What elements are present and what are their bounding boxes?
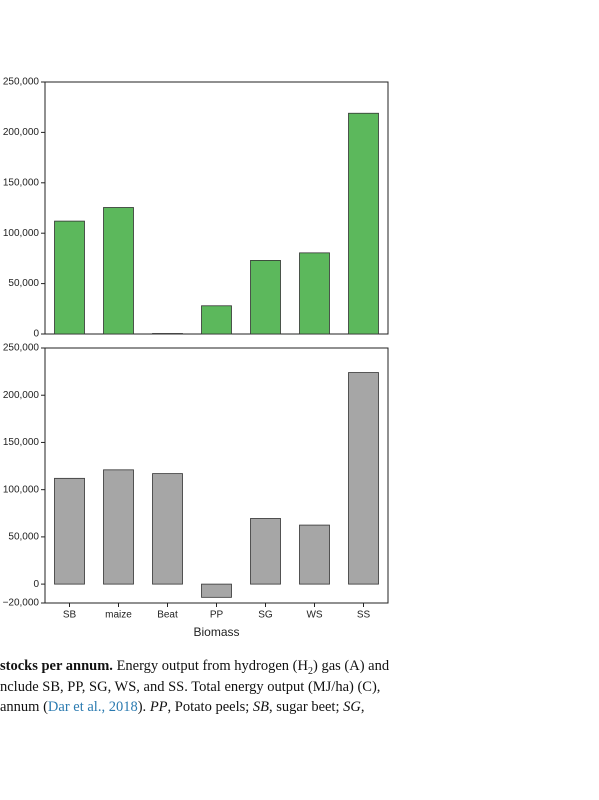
y-tick-label: −20,000: [3, 598, 40, 609]
bar: [250, 260, 281, 335]
caption-text[interactable]: Dar et al., 2018: [47, 699, 138, 715]
bar: [54, 220, 85, 335]
y-tick-label: 100,000: [3, 228, 40, 239]
caption-text: , sugar beet;: [269, 699, 344, 715]
bar: [152, 473, 183, 585]
y-tick-label: 0: [33, 329, 39, 340]
bar: [348, 112, 379, 335]
figure: 0 50,000 100,000 150,000 200,000 250,000 −20,0…: [3, 77, 389, 639]
bar: [250, 518, 281, 585]
caption-text: nclude SB, PP, SG, WS, and SS. Total ene…: [0, 678, 381, 695]
y-tick-label: 100,000: [3, 484, 40, 495]
y-tick-label: 250,000: [3, 77, 40, 88]
caption-text: SB: [252, 699, 270, 715]
caption-text: stocks per annum.: [0, 658, 113, 674]
bar: [103, 469, 134, 585]
y-tick-label: 250,000: [3, 343, 40, 354]
y-tick-label: 150,000: [3, 177, 40, 188]
x-tick-label: maize: [105, 610, 132, 621]
caption-text: ,: [360, 699, 365, 715]
caption: stocks per annum. Energy output from hyd…: [0, 656, 599, 718]
bar: [299, 524, 330, 585]
caption-text: Energy output from hydrogen (H: [112, 658, 308, 674]
x-tick-label: SB: [63, 610, 77, 621]
bar: [152, 333, 183, 335]
caption-text: ).: [137, 699, 150, 715]
x-tick-label: Beat: [157, 610, 178, 621]
x-tick-label: PP: [210, 610, 224, 621]
caption-line: nclude SB, PP, SG, WS, and SS. Total ene…: [0, 677, 599, 698]
y-tick-label: 200,000: [3, 390, 40, 401]
caption-text: , Potato peels;: [167, 699, 253, 715]
y-tick-label: 200,000: [3, 127, 40, 138]
bar: [201, 583, 232, 598]
x-tick-label: SS: [357, 610, 371, 621]
bar: [201, 305, 232, 335]
bar: [103, 207, 134, 335]
bar: [348, 372, 379, 585]
x-axis-label: Biomass: [193, 625, 239, 639]
bar: [299, 252, 330, 335]
y-tick-label: 50,000: [8, 278, 39, 289]
y-tick-label: 150,000: [3, 437, 40, 448]
caption-text: ) gas (A) and: [312, 658, 390, 674]
plot-frame: [44, 81, 389, 335]
x-tick-label: WS: [306, 610, 322, 621]
caption-text: 2: [307, 665, 313, 677]
y-tick-label: 50,000: [8, 532, 39, 543]
caption-line: annum (Dar et al., 2018). PP, Potato pee…: [0, 697, 599, 718]
caption-text: SG: [343, 699, 361, 715]
caption-line: stocks per annum. Energy output from hyd…: [0, 656, 599, 677]
caption-text: PP: [149, 699, 168, 715]
caption-text: annum (: [0, 699, 48, 715]
x-tick-label: SG: [258, 610, 273, 621]
y-tick-label: 0: [33, 579, 39, 590]
bar: [54, 477, 85, 585]
plot-frame: [44, 347, 389, 604]
